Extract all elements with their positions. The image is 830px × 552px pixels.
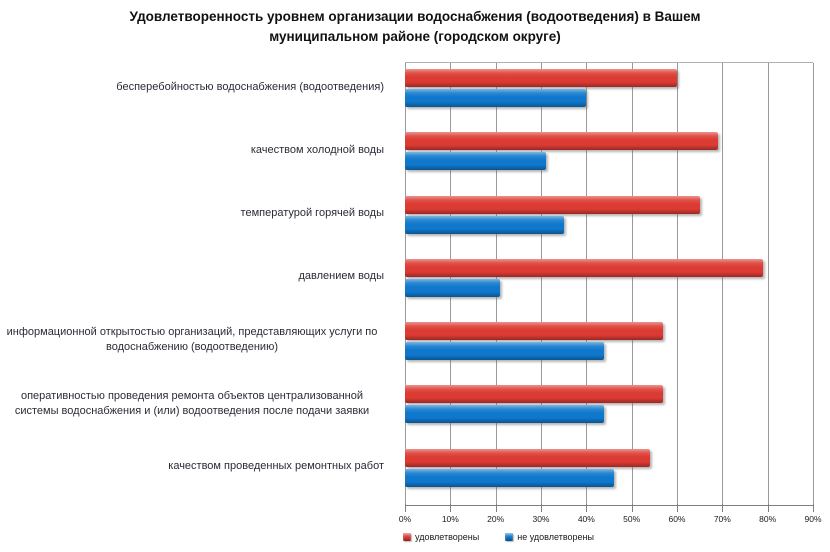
bar-satisfied-cat5 (405, 322, 664, 341)
bar-unsatisfied-cat5 (405, 342, 605, 361)
bar-satisfied-cat6 (405, 385, 664, 404)
category-label-5: информационной открытостью организаций, … (0, 315, 391, 378)
x-axis: 0% 10% 20% 30% 40% 50% 60% 70% 80% 90% (399, 504, 822, 532)
bar-unsatisfied-cat3 (405, 215, 564, 234)
category-label-text: качеством холодной воды (250, 143, 384, 156)
x-tick (540, 504, 542, 512)
category-label-4: давлением воды (0, 252, 391, 315)
x-tick (450, 504, 452, 512)
gridline-70% (722, 63, 724, 506)
plot-area (405, 62, 814, 506)
category-label-text: оперативностью проведения ремонта объект… (14, 389, 370, 417)
x-tick (631, 504, 633, 512)
legend-label: удовлетворены (415, 532, 480, 542)
category-label-6: оперативностью проведения ремонта объект… (0, 378, 391, 441)
bar-unsatisfied-cat1 (405, 89, 587, 107)
bar-satisfied-cat4 (405, 258, 764, 277)
legend-item-satisfied: удовлетворены (403, 532, 479, 542)
legend-swatch (505, 533, 514, 541)
category-label-3: температурой горячей воды (0, 189, 391, 252)
x-tick (676, 504, 678, 512)
category-label-text: давлением воды (298, 270, 384, 283)
x-tick-label: 30% (532, 514, 550, 524)
legend-swatch (403, 533, 411, 541)
category-label-text: бесперебойностью водоснабжения (водоотве… (116, 80, 384, 93)
gridline-60% (676, 63, 678, 506)
gridline-40% (586, 63, 588, 506)
x-tick-label: 0% (398, 514, 412, 524)
bar-unsatisfied-cat2 (405, 152, 546, 171)
x-tick (586, 504, 588, 512)
x-tick (405, 504, 406, 512)
category-label-text: качеством проведенных ремонтных работ (168, 460, 384, 473)
category-label-text: информационной открытостью организаций, … (6, 326, 378, 354)
x-tick-label: 20% (487, 514, 505, 524)
legend: удовлетворены не удовлетворены (403, 532, 594, 542)
x-tick-label: 50% (623, 514, 641, 524)
gridline-80% (767, 63, 769, 506)
x-tick (495, 504, 497, 512)
category-axis-labels: бесперебойностью водоснабжения (водоотве… (0, 62, 398, 505)
bar-satisfied-cat7 (405, 448, 650, 467)
chart-title: Удовлетворенность уровнем организации во… (129, 9, 701, 44)
bar-unsatisfied-cat6 (405, 405, 605, 424)
bar-satisfied-cat1 (405, 69, 677, 87)
x-tick (767, 504, 769, 512)
x-tick-label: 60% (668, 514, 686, 524)
x-tick-label: 70% (713, 514, 731, 524)
category-label-2: качеством холодной воды (0, 125, 391, 188)
x-tick-label: 10% (441, 514, 459, 524)
x-tick (722, 504, 724, 512)
bar-satisfied-cat3 (405, 195, 700, 214)
legend-label: не удовлетворены (517, 532, 594, 542)
x-tick-label: 40% (577, 514, 595, 524)
category-label-1: бесперебойностью водоснабжения (водоотве… (0, 62, 391, 125)
legend-item-unsatisfied: не удовлетворены (505, 532, 594, 542)
bar-unsatisfied-cat4 (405, 278, 501, 297)
category-label-7: качеством проведенных ремонтных работ (0, 442, 391, 505)
category-label-text: температурой горячей воды (240, 207, 384, 220)
x-tick-label: 90% (804, 514, 822, 524)
gridline-50% (631, 63, 633, 506)
x-tick (813, 504, 814, 512)
gridline-30% (540, 63, 542, 506)
bar-satisfied-cat2 (405, 132, 718, 151)
x-tick-label: 80% (759, 514, 777, 524)
bar-unsatisfied-cat7 (405, 468, 614, 487)
gridline-90% (813, 63, 814, 506)
